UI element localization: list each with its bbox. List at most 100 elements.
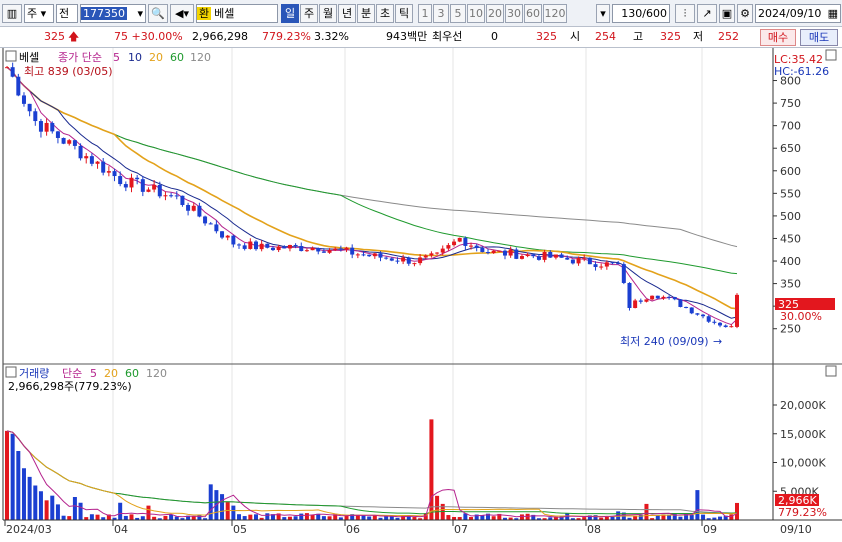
volume: 2,966,298 <box>192 30 248 43</box>
date-field[interactable]: 2024/09/10 ▦ <box>755 4 841 23</box>
interval-tab-3[interactable]: 3 <box>433 4 449 23</box>
volume-bar-47 <box>270 514 275 520</box>
price-panel-close-icon[interactable] <box>825 49 837 61</box>
candle-body-63 <box>361 254 366 256</box>
ma60-line <box>6 66 738 275</box>
vol-ma60-legend: 60 <box>125 367 139 380</box>
interval-tab-30[interactable]: 30 <box>505 4 523 23</box>
volume-panel-close-icon[interactable] <box>825 365 837 377</box>
candle-body-75 <box>429 253 434 256</box>
candle-body-66 <box>378 253 383 258</box>
candle-body-109 <box>621 264 626 283</box>
volume-bar-96 <box>548 517 553 520</box>
volume-bar-97 <box>553 516 558 520</box>
volume-bar-73 <box>418 518 423 520</box>
volume-bar-43 <box>248 514 253 520</box>
volume-bar-98 <box>559 515 564 520</box>
x-label-2: 05 <box>233 523 247 536</box>
candle-body-81 <box>463 237 468 246</box>
volume-bar-105 <box>599 517 604 520</box>
volume-bar-5 <box>33 485 38 520</box>
volume-bar-107 <box>610 515 615 520</box>
candle-body-117 <box>667 296 672 298</box>
volume-bar-14 <box>84 517 89 520</box>
up-arrow-icon: 🡅 <box>68 30 80 43</box>
period-tab-1[interactable]: 주 <box>300 4 318 23</box>
candle-body-121 <box>689 307 694 314</box>
period-tab-4[interactable]: 분 <box>357 4 375 23</box>
candle-body-55 <box>316 247 321 252</box>
candle-body-14 <box>84 156 89 159</box>
candle-body-113 <box>644 299 649 302</box>
candle-type-icon[interactable]: ⫶ <box>675 4 695 23</box>
volume-bar-84 <box>480 514 485 520</box>
volume-bar-50 <box>287 516 292 520</box>
volume-bar-2 <box>16 451 21 520</box>
count-field[interactable]: 130/600 <box>612 4 670 23</box>
volume-bar-53 <box>304 513 309 520</box>
candle-body-107 <box>610 262 615 264</box>
volume-bar-38 <box>220 494 225 520</box>
period-tab-6[interactable]: 틱 <box>395 4 413 23</box>
hc-label: HC:-61.26 <box>774 65 829 78</box>
volume-bar-31 <box>180 518 185 520</box>
draw-tool-icon[interactable]: ↗ <box>697 4 717 23</box>
candle-body-18 <box>106 171 111 173</box>
last-volume-ratio: 779.23% <box>778 506 827 519</box>
sell-button[interactable]: 매도 <box>800 29 838 46</box>
candle-body-51 <box>293 244 298 247</box>
save-icon[interactable]: ▣ <box>719 4 735 23</box>
volume-bar-48 <box>276 513 281 520</box>
candle-body-32 <box>186 204 191 211</box>
volume-bar-104 <box>593 515 598 520</box>
price-panel-menu-icon[interactable] <box>5 50 17 62</box>
period-tab-5[interactable]: 초 <box>376 4 394 23</box>
turnover: 3.32% <box>314 30 349 43</box>
volume-bar-60 <box>344 514 349 520</box>
ma10-legend: 10 <box>128 51 142 64</box>
candle-body-95 <box>542 251 547 260</box>
candle-body-28 <box>163 195 168 197</box>
stock-code-value: 177350 <box>81 7 127 20</box>
type-select[interactable]: 전 <box>56 4 78 23</box>
interval-tab-10[interactable]: 10 <box>467 4 485 23</box>
interval-tab-60[interactable]: 60 <box>524 4 542 23</box>
volume-panel-menu-icon[interactable] <box>5 366 17 378</box>
interval-tab-120[interactable]: 120 <box>543 4 567 23</box>
volume-bar-114 <box>650 518 655 520</box>
volume-bar-30 <box>174 516 179 520</box>
sound-icon[interactable]: ◀▾ <box>170 4 194 23</box>
stock-chart[interactable]: 80075070065060055050045040035030025020,0… <box>0 48 842 542</box>
search-icon[interactable]: 🔍 <box>148 4 168 23</box>
volume-bar-121 <box>689 514 694 520</box>
open-value: 254 <box>595 30 616 43</box>
stock-code-input[interactable]: 177350 ▾ <box>80 4 146 23</box>
period-tab-3[interactable]: 년 <box>338 4 356 23</box>
volume-bar-71 <box>406 515 411 520</box>
app-menu-icon[interactable]: ▥ <box>2 4 22 23</box>
buy-button[interactable]: 매수 <box>760 29 796 46</box>
ma60-legend: 60 <box>170 51 184 64</box>
dropdown-icon[interactable]: ▾ <box>596 4 610 23</box>
stock-name-field[interactable]: 환 베셀 <box>196 4 278 23</box>
volume-bar-13 <box>78 502 83 520</box>
low-annotation: 최저 240 (09/09) <box>620 335 709 348</box>
candle-body-90 <box>514 249 519 259</box>
last-volume-value: 2,966K <box>778 494 817 507</box>
interval-tab-5[interactable]: 5 <box>450 4 466 23</box>
high-label: 고 <box>633 30 644 43</box>
volume-bar-57 <box>327 516 332 520</box>
interval-tab-1[interactable]: 1 <box>418 4 432 23</box>
ma5-line <box>6 66 738 326</box>
volume-bar-122 <box>695 490 700 520</box>
calendar-icon[interactable]: ▦ <box>827 7 838 20</box>
period-tab-2[interactable]: 월 <box>319 4 337 23</box>
volume-bar-24 <box>140 516 145 520</box>
gear-icon[interactable]: ⚙ <box>737 4 753 23</box>
candle-body-111 <box>633 300 638 308</box>
candle-body-73 <box>418 257 423 264</box>
volume-bar-6 <box>38 491 43 520</box>
interval-tab-20[interactable]: 20 <box>486 4 504 23</box>
market-select[interactable]: 주 ▾ <box>24 4 54 23</box>
period-tab-0[interactable]: 일 <box>281 4 299 23</box>
